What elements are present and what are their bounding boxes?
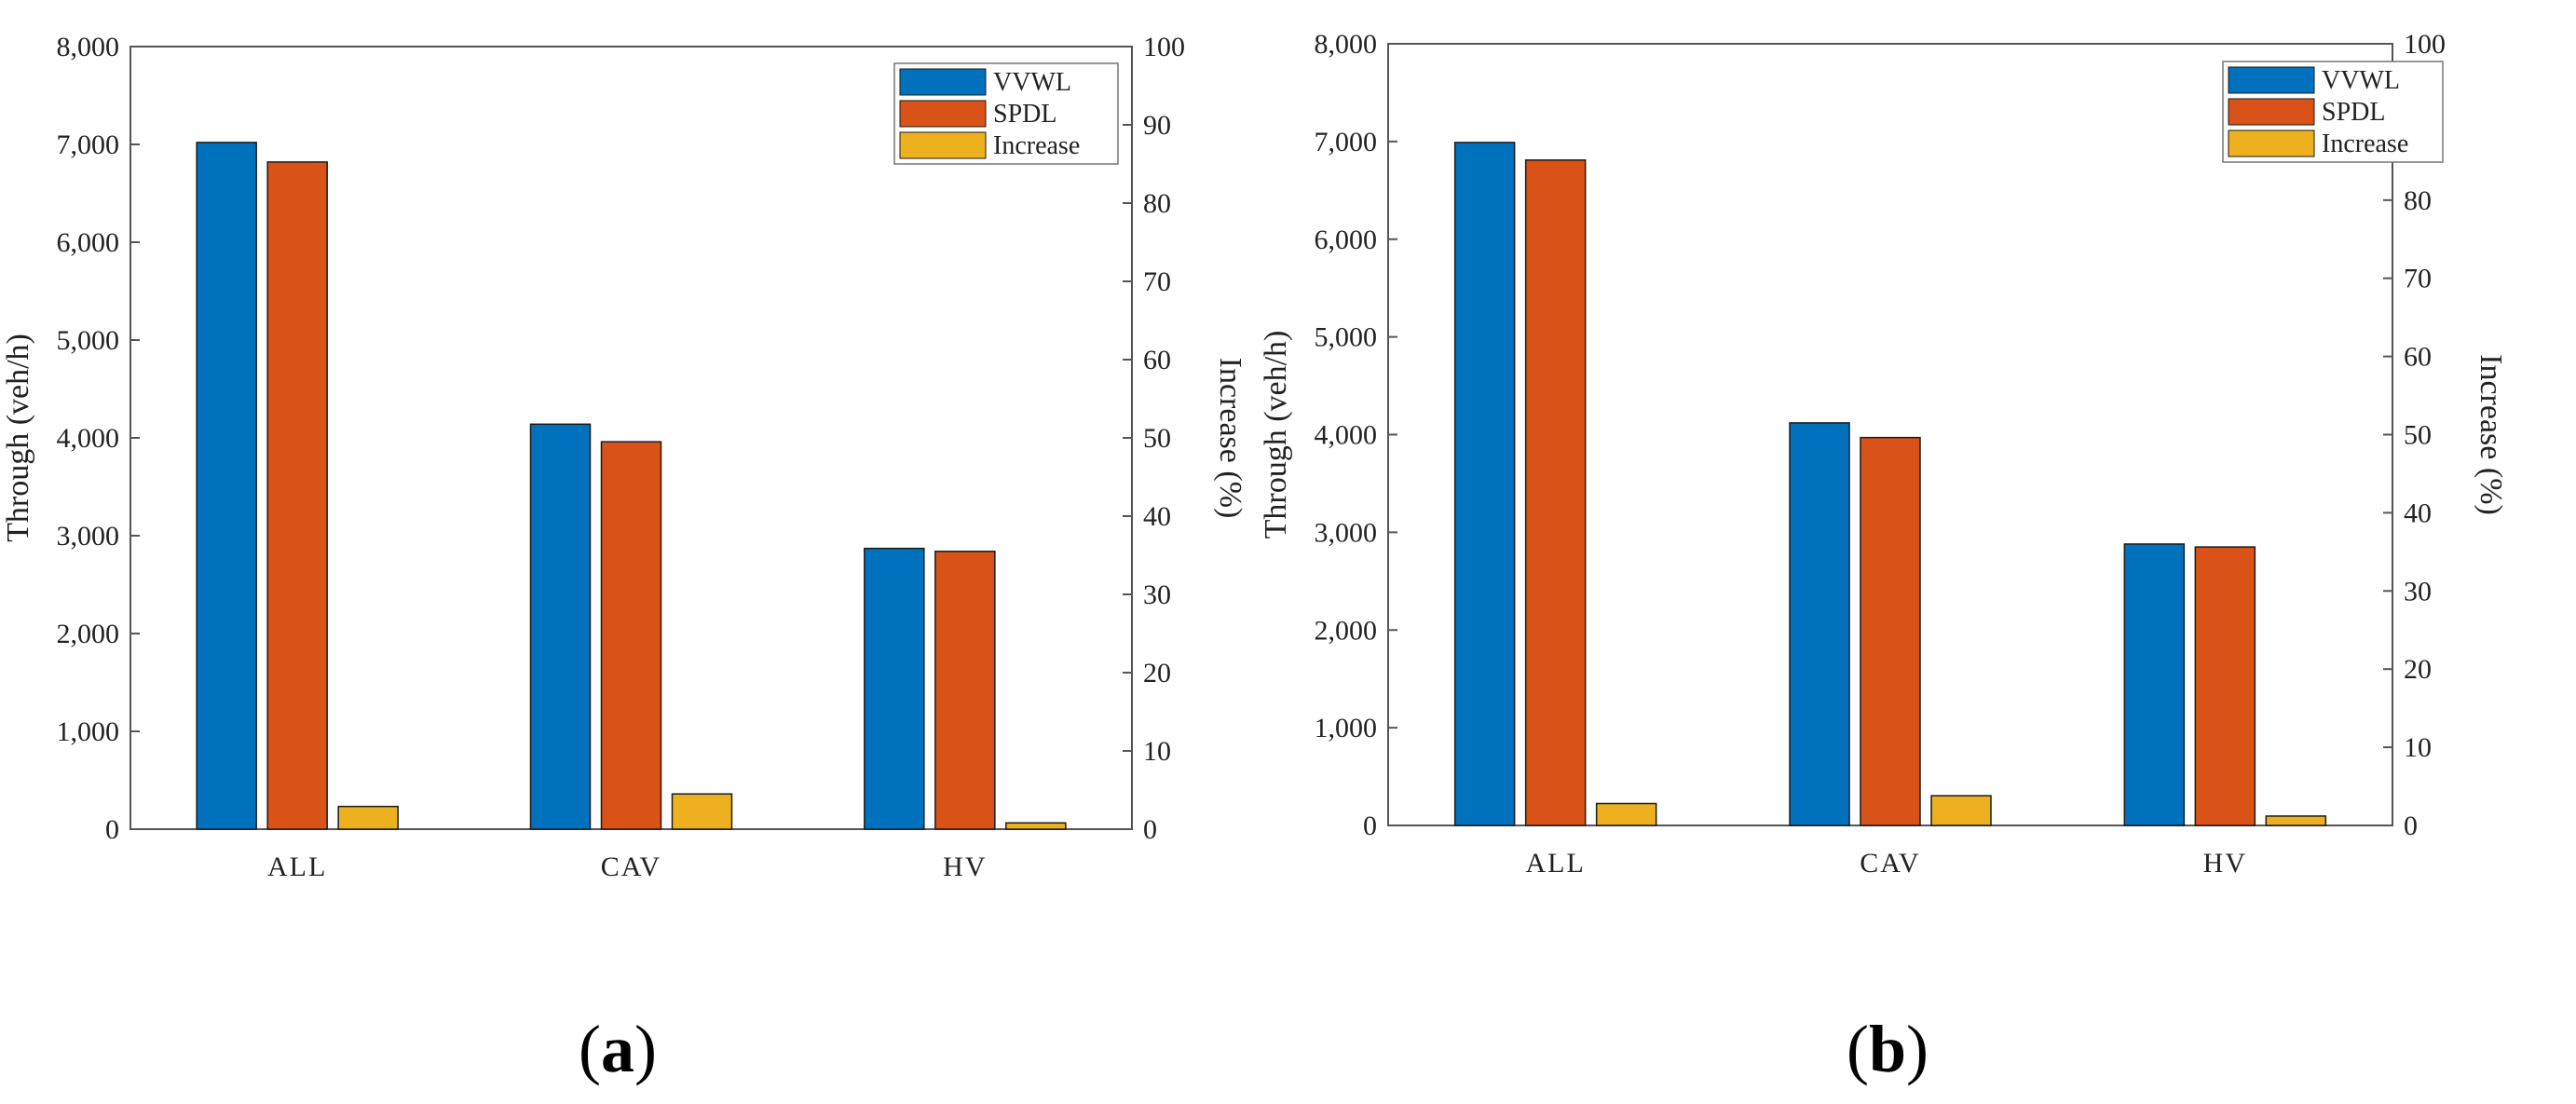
bar-spdl-all xyxy=(266,161,328,830)
bar-spdl-cav xyxy=(1860,436,1921,826)
y-tick-label: 3,000 xyxy=(1315,517,1378,548)
panel-caption: (a) xyxy=(579,1012,657,1086)
y-tick-label: 1,000 xyxy=(57,716,120,747)
bar-spdl-hv xyxy=(2194,546,2256,826)
y2-tick-label: 60 xyxy=(1143,345,1171,375)
legend-swatch-spdl xyxy=(2228,98,2315,126)
bar-vvwl-cav xyxy=(1789,422,1850,826)
y-tick-label: 1,000 xyxy=(1315,713,1378,743)
legend-swatch-increase xyxy=(2228,129,2315,157)
bar-vvwl-hv xyxy=(864,547,925,830)
chart-panel-b: 0 1,000 2,000 3,000 4,000 5,000 6,000 7,000 8,00… xyxy=(1259,29,2508,1086)
bar-vvwl-cav xyxy=(529,423,592,830)
legend-label-increase: Increase xyxy=(2322,129,2408,158)
legend-swatch-vvwl xyxy=(2228,66,2315,94)
y-tick-label: 7,000 xyxy=(57,129,120,160)
legend-label-vvwl: VVWL xyxy=(2322,66,2400,95)
bar-spdl-all xyxy=(1524,159,1587,826)
y2-tick-label: 20 xyxy=(2404,654,2432,685)
y2-tick-label: 50 xyxy=(2404,420,2432,451)
x-tick-label: CAV xyxy=(1860,848,1920,879)
bar-increase-hv xyxy=(2265,815,2327,826)
y2-tick-label: 0 xyxy=(1143,814,1157,845)
x-tick-label: ALL xyxy=(1526,848,1586,879)
y2-axis-label: Increase (%) xyxy=(2474,354,2508,515)
legend-swatch-increase xyxy=(899,131,987,159)
legend-label-spdl: SPDL xyxy=(2322,98,2385,127)
x-tick-label: HV xyxy=(2203,848,2247,879)
panel-caption: (b) xyxy=(1847,1012,1929,1086)
y2-tick-label: 40 xyxy=(2404,497,2432,528)
bar-increase-hv xyxy=(1005,822,1067,830)
y2-tick-label: 60 xyxy=(2404,342,2432,373)
y-tick-label: 2,000 xyxy=(57,619,120,649)
legend-swatch-spdl xyxy=(899,100,987,128)
x-tick-label: HV xyxy=(943,852,987,882)
y2-tick-label: 80 xyxy=(1143,188,1171,219)
legend-swatch-vvwl xyxy=(899,68,987,96)
y2-tick-label: 0 xyxy=(2404,811,2418,841)
y-tick-label: 5,000 xyxy=(57,325,120,356)
chart-panel-a: 0 1,000 2,000 3,000 4,000 5,000 6,000 7,000 8,00… xyxy=(1,32,1247,1086)
bar-increase-all xyxy=(1595,802,1657,826)
legend-label-vvwl: VVWL xyxy=(993,68,1071,97)
y2-tick-label: 90 xyxy=(1143,110,1171,141)
y-tick-label: 4,000 xyxy=(1315,420,1378,451)
y-tick-label: 4,000 xyxy=(57,423,120,454)
bar-increase-all xyxy=(337,805,399,830)
y-tick-label: 2,000 xyxy=(1315,615,1378,646)
y-tick-label: 6,000 xyxy=(1315,225,1378,255)
bar-increase-cav xyxy=(671,793,733,830)
bar-increase-cav xyxy=(1930,795,1992,826)
y2-tick-label: 10 xyxy=(2404,732,2432,763)
bar-spdl-hv xyxy=(934,551,996,830)
y-tick-label: 8,000 xyxy=(57,32,120,62)
x-tick-label: CAV xyxy=(601,852,661,882)
y-axis-label: Through (veh/h) xyxy=(1,334,35,542)
y2-tick-label: 100 xyxy=(2404,29,2446,60)
bar-vvwl-all xyxy=(1453,142,1516,826)
y2-tick-label: 100 xyxy=(1143,32,1185,62)
y2-axis-label: Increase (%) xyxy=(1213,358,1247,519)
bar-vvwl-all xyxy=(196,142,257,830)
y-tick-label: 8,000 xyxy=(1315,29,1378,60)
x-tick-label: ALL xyxy=(267,852,327,882)
y-tick-label: 5,000 xyxy=(1315,322,1378,353)
y2-tick-label: 80 xyxy=(2404,185,2432,216)
y2-tick-label: 70 xyxy=(1143,266,1171,297)
y-tick-label: 0 xyxy=(1363,811,1377,841)
y-tick-label: 7,000 xyxy=(1315,127,1378,157)
y2-tick-label: 30 xyxy=(1143,579,1171,610)
y2-tick-label: 50 xyxy=(1143,423,1171,454)
y2-tick-label: 40 xyxy=(1143,501,1171,532)
legend-label-spdl: SPDL xyxy=(993,100,1056,129)
y-tick-label: 6,000 xyxy=(57,227,120,258)
y2-tick-label: 20 xyxy=(1143,658,1171,688)
y2-tick-label: 30 xyxy=(2404,576,2432,607)
y-axis-label: Through (veh/h) xyxy=(1259,331,1293,539)
y-tick-label: 0 xyxy=(105,814,119,845)
legend-label-increase: Increase xyxy=(993,131,1080,160)
bar-spdl-cav xyxy=(600,441,662,830)
bar-vvwl-hv xyxy=(2123,543,2186,826)
y2-tick-label: 10 xyxy=(1143,736,1171,767)
y2-tick-label: 70 xyxy=(2404,264,2432,294)
y-tick-label: 3,000 xyxy=(57,521,120,552)
